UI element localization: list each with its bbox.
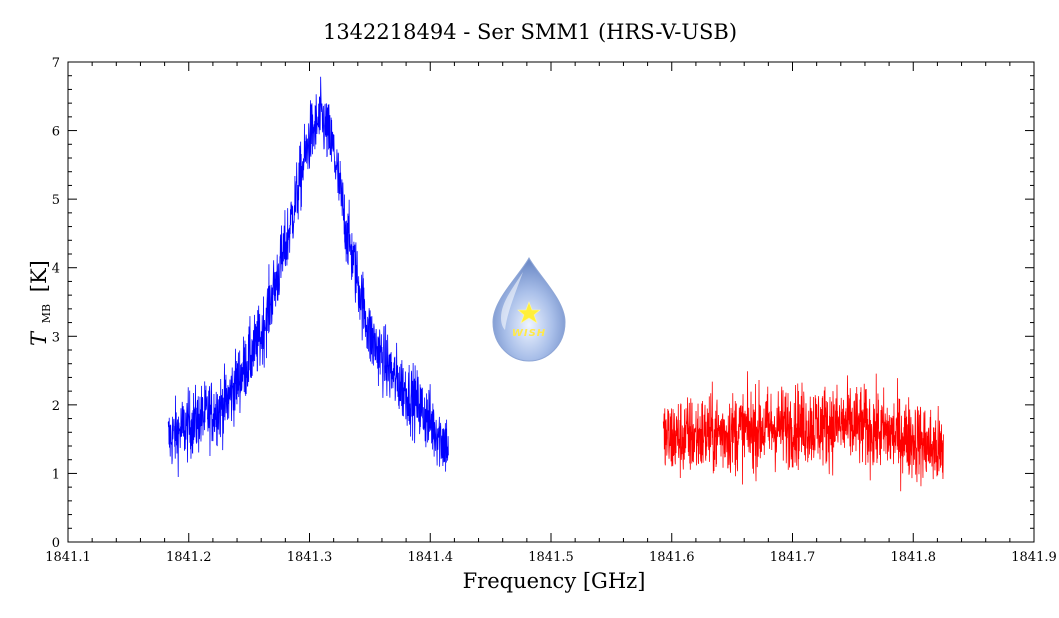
- y-axis-title: T MB [K]: [27, 260, 55, 346]
- chart-title: 1342218494 - Ser SMM1 (HRS-V-USB): [323, 20, 737, 44]
- star-icon: [517, 301, 541, 324]
- drop-highlight: [501, 272, 523, 330]
- y-axis-unit: [K]: [27, 260, 51, 292]
- logo-text: WISH: [512, 328, 546, 339]
- wish-logo: WISH: [492, 256, 566, 362]
- svg-text:T MB [K]: T MB [K]: [27, 260, 55, 346]
- x-tick-label: 1841.1: [45, 550, 91, 565]
- y-tick-label: 5: [52, 193, 60, 208]
- x-tick-label: 1841.2: [166, 550, 212, 565]
- x-tick-label: 1841.9: [1011, 550, 1057, 565]
- series-line-0: [167, 76, 449, 477]
- y-axis-symbol: T: [27, 330, 51, 346]
- y-tick-label: 0: [52, 536, 60, 551]
- y-axis-subscript: MB: [40, 304, 53, 323]
- x-tick-label: 1841.7: [770, 550, 816, 565]
- series-line-1: [662, 371, 944, 492]
- y-tick-label: 1: [52, 467, 60, 482]
- x-tick-label: 1841.6: [649, 550, 695, 565]
- x-tick-label: 1841.4: [408, 550, 454, 565]
- x-axis-title: Frequency [GHz]: [463, 569, 646, 593]
- y-tick-label: 6: [52, 125, 60, 140]
- plot-area: 1841.1 1841.2 1841.3 1841.4 1841.5 1841.6 1841…: [45, 56, 1057, 565]
- x-tick-label: 1841.3: [287, 550, 333, 565]
- y-tick-label: 3: [52, 330, 60, 345]
- y-tick-label: 4: [52, 262, 60, 277]
- x-tick-label: 1841.8: [891, 550, 937, 565]
- x-tick-label: 1841.5: [528, 550, 574, 565]
- y-tick-label: 2: [52, 399, 60, 414]
- y-tick-label: 7: [52, 56, 60, 71]
